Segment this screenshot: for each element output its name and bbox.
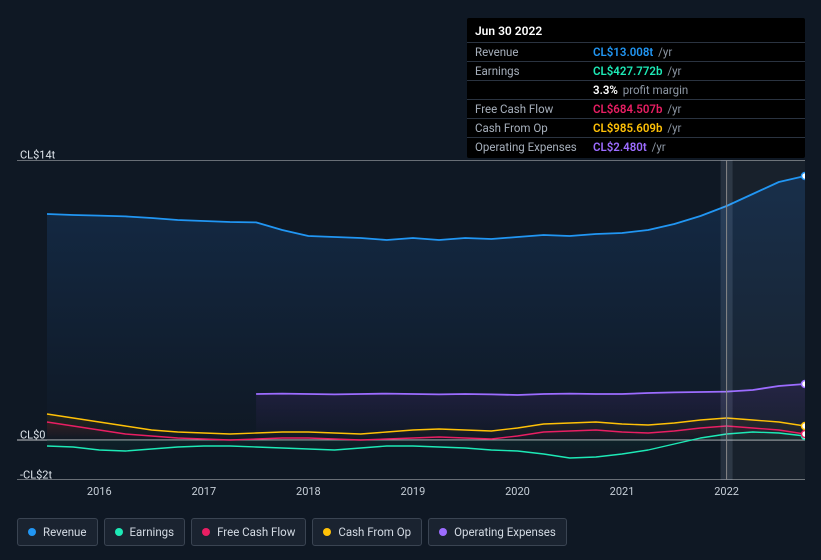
legend-item-label: Revenue [43,525,87,539]
tooltip-row: Cash From OpCL$985.609b /yr [467,118,805,137]
tooltip-row-label: Free Cash Flow [475,102,593,116]
tooltip-row: 3.3% profit margin [467,80,805,99]
legend-item-cfo[interactable]: Cash From Op [312,518,422,546]
tooltip-row-label: Operating Expenses [475,140,593,154]
tooltip-row-value: CL$13.008t /yr [593,45,797,59]
legend-item-label: Cash From Op [338,525,411,539]
legend-item-label: Earnings [130,525,175,539]
endpoint-marker-revenue [802,173,806,180]
x-axis-label: 2020 [505,485,530,498]
endpoint-marker-cfo [802,423,806,430]
legend-item-label: Operating Expenses [454,525,556,539]
tooltip-row: Operating ExpensesCL$2.480t /yr [467,137,805,156]
tooltip-row-value: CL$2.480t /yr [593,140,797,154]
legend-dot-icon [28,528,36,536]
legend-dot-icon [202,528,210,536]
x-axis-label: 2022 [714,485,739,498]
tooltip-row-label: Cash From Op [475,121,593,135]
chart-plot-area[interactable] [17,160,805,480]
tooltip-row-label: Earnings [475,64,593,78]
legend-item-revenue[interactable]: Revenue [17,518,98,546]
legend-item-opex[interactable]: Operating Expenses [428,518,567,546]
legend-dot-icon [323,528,331,536]
legend-dot-icon [115,528,123,536]
tooltip-row: RevenueCL$13.008t /yr [467,42,805,61]
tooltip-row-value: CL$427.772b /yr [593,64,797,78]
chart-container: Jun 30 2022 RevenueCL$13.008t /yrEarning… [0,0,821,560]
tooltip-row: Free Cash FlowCL$684.507b /yr [467,99,805,118]
tooltip-row-label: Revenue [475,45,593,59]
x-axis-label: 2021 [610,485,635,498]
y-axis-label: CL$14t [20,149,55,162]
legend-dot-icon [439,528,447,536]
x-axis-label: 2016 [87,485,112,498]
legend-item-label: Free Cash Flow [217,525,295,539]
legend-item-earnings[interactable]: Earnings [104,518,186,546]
y-axis-label: CL$0 [20,429,45,442]
tooltip-row-value: CL$985.609b /yr [593,121,797,135]
chart-tooltip: Jun 30 2022 RevenueCL$13.008t /yrEarning… [467,18,805,158]
x-axis-label: 2018 [296,485,321,498]
endpoint-marker-opex [802,381,806,388]
endpoint-marker-fcf [802,431,806,438]
x-axis-label: 2017 [191,485,216,498]
y-axis-label: -CL$2t [20,469,52,482]
tooltip-row-value: 3.3% profit margin [593,83,797,97]
tooltip-row: EarningsCL$427.772b /yr [467,61,805,80]
x-axis-label: 2019 [401,485,426,498]
tooltip-row-value: CL$684.507b /yr [593,102,797,116]
tooltip-title: Jun 30 2022 [467,18,805,42]
tooltip-row-label [475,83,593,97]
chart-svg[interactable] [17,160,805,480]
chart-legend: Revenue Earnings Free Cash Flow Cash From O… [17,518,567,546]
legend-item-fcf[interactable]: Free Cash Flow [191,518,306,546]
